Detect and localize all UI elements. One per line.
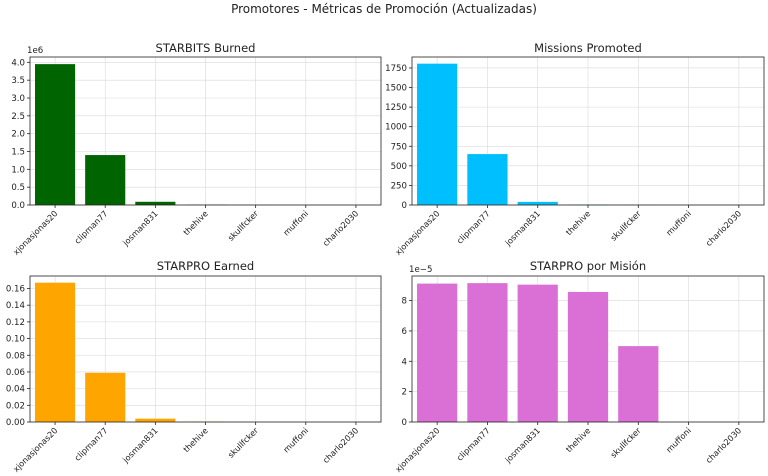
- axis-offset-label: 1e−5: [409, 265, 432, 275]
- y-tick-label: 0.02: [6, 401, 25, 411]
- figure-title: Promotores - Métricas de Promoción (Actu…: [231, 2, 537, 16]
- x-tick-label: skullfcker: [608, 425, 643, 460]
- y-tick-label: 0.16: [6, 285, 25, 295]
- x-tick-label: thehive: [564, 208, 593, 237]
- x-tick-label: clipman77: [454, 208, 491, 245]
- y-tick-label: 4.0: [11, 58, 25, 68]
- chart-title: Missions Promoted: [534, 41, 642, 55]
- y-tick-label: 0.08: [6, 351, 25, 361]
- bar: [467, 283, 508, 422]
- chart-title: STARBITS Burned: [156, 41, 256, 55]
- bar: [417, 283, 458, 422]
- y-tick-label: 0.14: [6, 301, 25, 311]
- y-tick-label: 0.5: [11, 183, 25, 193]
- x-tick-label: josman831: [502, 425, 542, 465]
- x-tick-label: xjonasjonas20: [393, 208, 442, 257]
- chart-panel: STARPRO por Misión 0 2 4 6 8 xjonasjonas20 clip…: [393, 259, 765, 474]
- bar: [567, 291, 609, 422]
- x-tick-label: charlo2030: [321, 425, 361, 465]
- y-tick-label: 1500: [385, 84, 407, 94]
- chart-panel: Missions Promoted 0 250 500 750 1000 1250 1500 1…: [385, 41, 765, 257]
- bar: [85, 155, 126, 205]
- x-tick-label: charlo2030: [321, 208, 361, 248]
- x-tick-label: skullfcker: [226, 425, 261, 460]
- y-tick-label: 0.06: [6, 368, 25, 378]
- x-tick-label: muffoni: [664, 208, 693, 237]
- y-tick-label: 6: [402, 327, 407, 337]
- y-tick-label: 750: [391, 142, 407, 152]
- chart-title: STARPRO Earned: [157, 259, 254, 273]
- y-tick-label: 2.0: [11, 130, 25, 140]
- y-tick-label: 0: [402, 201, 407, 211]
- x-tick-label: xjonasjonas20: [393, 425, 442, 474]
- axes-frame: [411, 56, 765, 206]
- x-tick-label: charlo2030: [704, 208, 744, 248]
- y-tick-label: 2: [402, 388, 407, 398]
- x-tick-label: thehive: [181, 425, 210, 454]
- y-tick-label: 0: [402, 418, 407, 428]
- x-tick-label: muffoni: [281, 208, 310, 237]
- axes-frame: [29, 275, 382, 423]
- axes-frame: [29, 56, 382, 206]
- y-tick-label: 500: [391, 162, 407, 172]
- axis-offset-label: 1e6: [27, 46, 43, 56]
- x-tick-label: thehive: [564, 425, 593, 454]
- bar: [467, 154, 508, 205]
- y-tick-label: 8: [402, 297, 407, 307]
- y-tick-label: 0.12: [6, 318, 25, 328]
- x-tick-label: charlo2030: [704, 425, 744, 465]
- bar: [517, 201, 558, 205]
- y-tick-label: 4: [402, 357, 407, 367]
- bar: [135, 418, 176, 422]
- y-tick-label: 250: [391, 181, 407, 191]
- y-tick-label: 1.5: [11, 148, 25, 158]
- x-tick-label: thehive: [181, 208, 210, 237]
- y-tick-label: 1750: [385, 64, 407, 74]
- y-tick-label: 0.10: [6, 335, 25, 345]
- x-tick-label: josman831: [120, 425, 160, 465]
- y-tick-label: 0.0: [11, 201, 25, 211]
- y-tick-label: 2.5: [11, 112, 25, 122]
- x-tick-label: muffoni: [664, 425, 693, 454]
- bar: [618, 346, 659, 422]
- y-tick-label: 0.04: [6, 385, 25, 395]
- bar: [35, 282, 76, 422]
- x-tick-label: skullfcker: [226, 208, 261, 243]
- x-tick-label: xjonasjonas20: [11, 208, 60, 257]
- x-tick-label: clipman77: [72, 208, 109, 245]
- x-tick-label: clipman77: [454, 425, 491, 462]
- bar: [35, 64, 76, 205]
- chart-panel: STARPRO Earned 0.00 0.02 0.04 0.06 0.08 0.10 0.…: [6, 259, 382, 474]
- chart-title: STARPRO por Misión: [530, 259, 646, 273]
- y-tick-label: 1.0: [11, 165, 25, 175]
- bar: [135, 201, 176, 205]
- bar: [85, 372, 126, 422]
- y-tick-label: 3.0: [11, 94, 25, 104]
- x-tick-label: xjonasjonas20: [11, 425, 60, 474]
- chart-panel: STARBITS Burned 0.0 0.5 1.0 1.5 2.0 2.5 3.0 3.5 4…: [11, 41, 382, 257]
- bar: [517, 284, 558, 422]
- y-tick-label: 1250: [385, 103, 407, 113]
- x-tick-label: josman831: [502, 208, 542, 248]
- x-tick-label: clipman77: [72, 425, 109, 462]
- y-tick-label: 1000: [385, 123, 407, 133]
- bar: [417, 63, 458, 206]
- y-tick-label: 3.5: [11, 76, 25, 86]
- y-tick-label: 0.00: [6, 418, 25, 428]
- x-tick-label: muffoni: [281, 425, 310, 454]
- x-tick-label: skullfcker: [608, 208, 643, 243]
- x-tick-label: josman831: [120, 208, 160, 248]
- axes-frame: [411, 275, 765, 423]
